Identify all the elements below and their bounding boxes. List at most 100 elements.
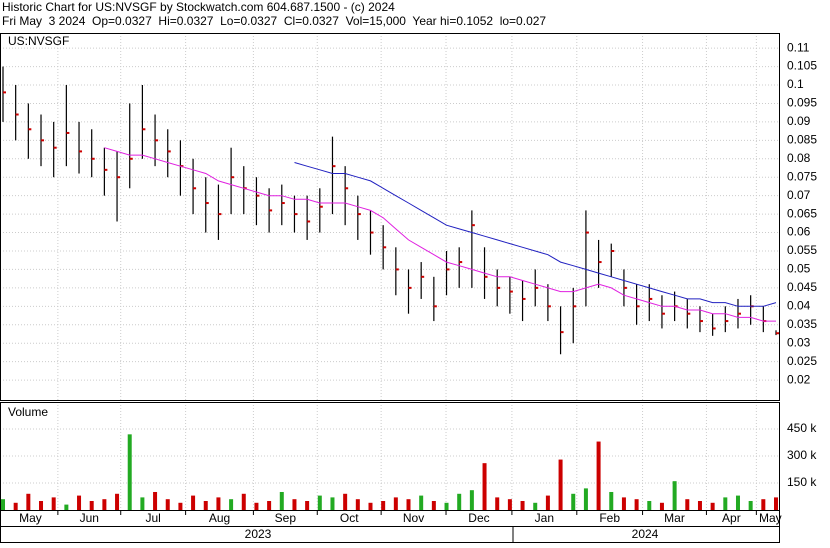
volume-bar xyxy=(305,500,310,510)
volume-bar xyxy=(317,495,322,510)
y-tick-label: 0.025 xyxy=(787,354,817,368)
volume-bar xyxy=(115,493,120,510)
volume-bar xyxy=(558,459,563,510)
y-tick-label: 0.09 xyxy=(787,114,811,128)
volume-bar xyxy=(330,497,335,510)
volume-bar xyxy=(153,491,158,510)
volume-bar xyxy=(419,495,424,510)
volume-bar xyxy=(723,497,728,510)
volume-bar xyxy=(127,434,132,510)
volume-bar xyxy=(254,502,259,510)
volume-bar xyxy=(191,495,196,510)
volume-bar xyxy=(355,499,360,510)
year-label: 2023 xyxy=(245,527,272,541)
volume-bar xyxy=(1,499,5,510)
volume-bar xyxy=(596,441,601,510)
y-tick-label: 0.035 xyxy=(787,317,817,331)
volume-bar xyxy=(761,499,766,510)
volume-bar xyxy=(77,495,82,510)
y-tick-label: 0.04 xyxy=(787,298,811,312)
x-tick-label: May xyxy=(759,511,782,525)
volume-bar xyxy=(203,500,208,510)
moving-average xyxy=(104,147,776,322)
y-tick-label: 0.085 xyxy=(787,133,817,147)
volume-bar xyxy=(444,502,449,510)
volume-bar xyxy=(634,499,639,510)
volume-bar xyxy=(267,500,272,510)
volume-bar xyxy=(533,502,538,510)
y-tick-label: 0.03 xyxy=(787,335,811,349)
price-panel xyxy=(0,33,780,401)
y-tick-label: 0.095 xyxy=(787,96,817,110)
volume-bar xyxy=(571,493,576,510)
x-tick-label: Mar xyxy=(664,511,685,525)
y-tick-label: 0.1 xyxy=(787,77,804,91)
volume-bar xyxy=(89,500,94,510)
volume-bar xyxy=(520,500,525,510)
y-tick-label: 0.05 xyxy=(787,262,811,276)
volume-bar xyxy=(279,491,284,510)
y-tick-label: 0.065 xyxy=(787,206,817,220)
x-tick-label: Nov xyxy=(403,511,424,525)
volume-bar xyxy=(774,497,778,510)
volume-bar xyxy=(406,499,411,510)
volume-bar xyxy=(51,497,56,510)
symbol-label: US:NVSGF xyxy=(8,34,69,48)
volume-bar xyxy=(495,497,500,510)
volume-bar xyxy=(672,481,677,510)
volume-bar xyxy=(26,493,31,510)
y-tick-label: 0.06 xyxy=(787,225,811,239)
volume-bar xyxy=(140,497,145,510)
x-tick-label: Jun xyxy=(80,511,99,525)
volume-bar xyxy=(178,502,183,510)
volume-bar xyxy=(241,493,246,510)
volume-bar xyxy=(685,499,690,510)
volume-bar xyxy=(39,500,44,510)
volume-bar xyxy=(583,488,588,510)
volume-bar xyxy=(381,500,386,510)
volume-bar xyxy=(697,500,702,510)
header-line: Historic Chart for US:NVSGF by Stockwatc… xyxy=(2,0,395,14)
volume-bar xyxy=(482,463,487,510)
x-tick-label: Dec xyxy=(468,511,489,525)
volume-bar xyxy=(165,499,170,510)
volume-bar xyxy=(102,499,107,510)
x-tick-label: Jul xyxy=(145,511,160,525)
y-tick-label: 150 k xyxy=(787,475,817,489)
volume-bar xyxy=(216,497,221,510)
y-tick-label: 0.105 xyxy=(787,59,817,73)
volume-bar xyxy=(343,493,348,510)
x-tick-label: Oct xyxy=(340,511,359,525)
volume-bar xyxy=(457,493,462,510)
volume-bar xyxy=(469,490,474,510)
x-tick-label: Sep xyxy=(275,511,297,525)
y-tick-label: 0.11 xyxy=(787,40,810,54)
volume-bar xyxy=(609,491,614,510)
volume-bar xyxy=(13,502,18,510)
year-label: 2024 xyxy=(632,527,659,541)
x-tick-label: Jan xyxy=(535,511,554,525)
y-tick-label: 0.07 xyxy=(787,188,811,202)
volume-bar xyxy=(368,502,373,510)
volume-bar xyxy=(292,499,297,510)
header-line: Fri May 3 2024 Op=0.0327 Hi=0.0327 Lo=0.… xyxy=(2,14,546,28)
volume-bar xyxy=(735,495,740,510)
volume-bar xyxy=(748,500,753,510)
x-tick-label: Feb xyxy=(599,511,620,525)
volume-label: Volume xyxy=(8,405,48,419)
volume-bar xyxy=(621,497,626,510)
volume-bar xyxy=(393,497,398,510)
volume-bar xyxy=(710,502,715,510)
volume-bar xyxy=(647,500,652,510)
volume-bar xyxy=(545,495,550,510)
volume-bar xyxy=(659,502,664,510)
x-tick-label: Aug xyxy=(209,511,230,525)
x-tick-label: May xyxy=(19,511,42,525)
volume-bar xyxy=(64,504,69,510)
volume-bar xyxy=(431,500,436,510)
y-tick-label: 300 k xyxy=(787,448,817,462)
y-tick-label: 0.08 xyxy=(787,151,811,165)
volume-bar xyxy=(507,499,512,510)
